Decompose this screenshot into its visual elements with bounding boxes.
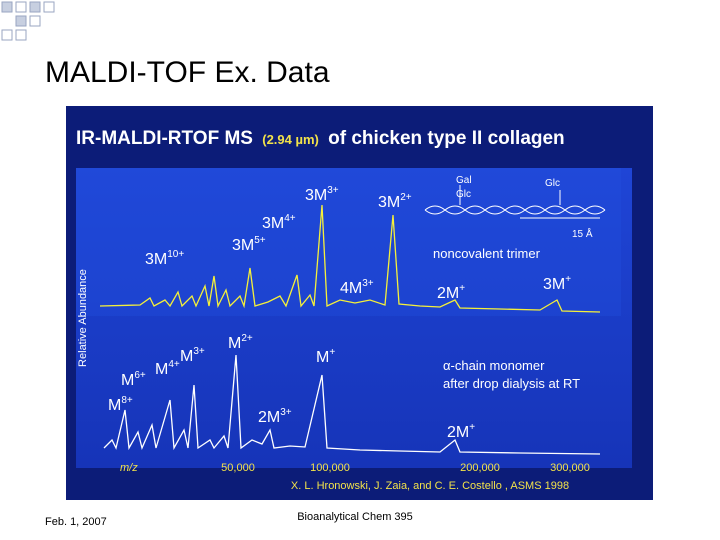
- peak-label-species: 3M: [305, 187, 327, 204]
- peak-label: 3M5+: [232, 235, 266, 254]
- slide-title: MALDI-TOF Ex. Data: [45, 56, 330, 89]
- peak-label: 4M3+: [340, 278, 374, 297]
- x-tick-label: 300,000: [550, 462, 590, 474]
- peak-label: M4+: [155, 359, 180, 378]
- peak-label-species: M: [180, 348, 193, 365]
- peak-label-species: M: [228, 335, 241, 352]
- citation: X. L. Hronowski, J. Zaia, and C. E. Cost…: [291, 480, 569, 492]
- footer-date: Feb. 1, 2007: [45, 516, 107, 528]
- peak-label-species: 3M: [262, 215, 284, 232]
- footer-course: Bioanalytical Chem 395: [297, 511, 413, 523]
- top-spectrum: [99, 204, 601, 313]
- peak-label-charge: 3+: [362, 278, 374, 289]
- top-annotation: noncovalent trimer: [433, 246, 541, 261]
- figure-title-rest: of chicken type II collagen: [328, 128, 565, 149]
- peak-label-charge: 6+: [134, 370, 146, 381]
- peak-label-species: 3M: [378, 194, 400, 211]
- x-tick-label: 200,000: [460, 462, 500, 474]
- figure-title-main: IR-MALDI-RTOF MS: [76, 128, 253, 149]
- peak-label-charge: 4+: [168, 359, 180, 370]
- inset-label: Gal: [456, 175, 472, 186]
- peak-label-charge: 2+: [400, 192, 412, 203]
- peak-label-charge: 3+: [280, 407, 292, 418]
- trimer-inset: [424, 185, 606, 219]
- peak-label-charge: 8+: [121, 395, 133, 406]
- peak-label: 2M3+: [258, 407, 292, 426]
- peak-label-charge: +: [329, 347, 335, 358]
- peak-label-species: 3M: [232, 237, 254, 254]
- decoration: [1, 1, 55, 41]
- peak-label-species: 3M: [145, 251, 167, 268]
- peak-label: 3M3+: [305, 185, 339, 204]
- bottom-spectrum: [103, 354, 601, 455]
- peak-label: M3+: [180, 346, 205, 365]
- peak-label: 3M+: [543, 274, 571, 293]
- y-axis-label: Relative Abundance: [77, 269, 89, 367]
- figure-title: IR-MALDI-RTOF MS (2.94 µm) of chicken ty…: [76, 128, 565, 149]
- peak-label-species: 2M: [437, 285, 459, 302]
- peak-label-species: M: [316, 349, 329, 366]
- x-axis-label: m/z: [120, 462, 138, 474]
- peak-label-species: M: [108, 397, 121, 414]
- peak-label-species: M: [121, 372, 134, 389]
- inset-label: 15 Å: [572, 227, 593, 240]
- peak-label: M8+: [108, 395, 133, 414]
- figure-wavelength: (2.94 µm): [262, 132, 319, 147]
- peak-label-charge: 5+: [254, 235, 266, 246]
- peak-label-charge: +: [469, 422, 475, 433]
- peak-label: 2M+: [447, 422, 475, 441]
- x-tick-label: 50,000: [221, 462, 255, 474]
- peak-label-charge: 3+: [193, 346, 205, 357]
- peak-label: M6+: [121, 370, 146, 389]
- peak-label-charge: 10+: [167, 249, 184, 260]
- x-tick-label: 100,000: [310, 462, 350, 474]
- inset-label: Glc: [545, 178, 560, 189]
- peak-label-species: M: [155, 361, 168, 378]
- peak-label-charge: +: [459, 283, 465, 294]
- inset-label: Glc: [456, 189, 471, 200]
- bottom-annotation: after drop dialysis at RT: [443, 376, 580, 391]
- peak-label-charge: 4+: [284, 213, 296, 224]
- peak-label: 3M10+: [145, 249, 184, 268]
- peak-label-species: 4M: [340, 280, 362, 297]
- bottom-annotation: α-chain monomer: [443, 358, 545, 373]
- peak-label-species: 2M: [258, 409, 280, 426]
- peak-label: M2+: [228, 333, 253, 352]
- peak-label-species: 2M: [447, 424, 469, 441]
- peak-label: M+: [316, 347, 335, 366]
- peak-label-species: 3M: [543, 276, 565, 293]
- peak-label: 3M2+: [378, 192, 412, 211]
- peak-label: 2M+: [437, 283, 465, 302]
- peak-label: 3M4+: [262, 213, 296, 232]
- peak-label-charge: +: [565, 274, 571, 285]
- peak-label-charge: 3+: [327, 185, 339, 196]
- peak-label-charge: 2+: [241, 333, 253, 344]
- top-panel: [76, 168, 621, 316]
